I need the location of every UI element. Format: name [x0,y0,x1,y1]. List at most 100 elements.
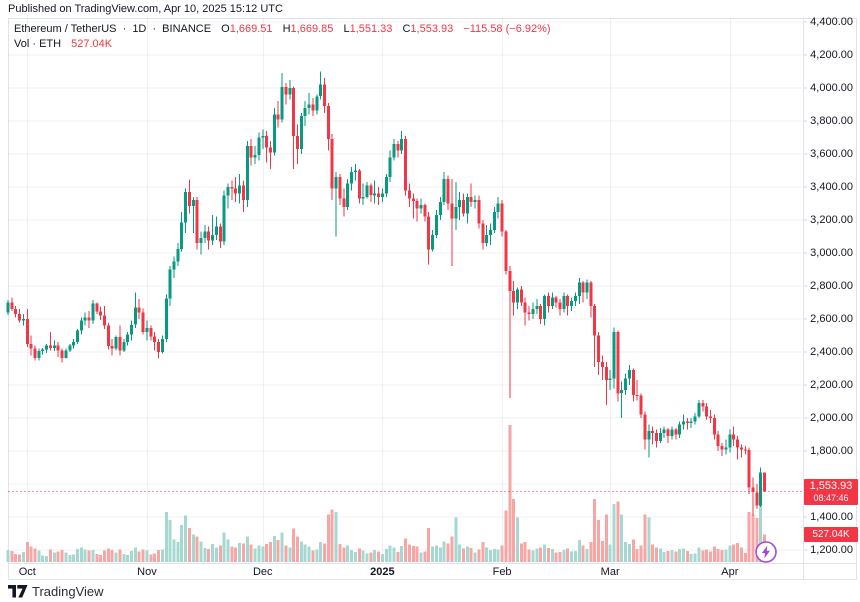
volume-bar [458,544,462,562]
volume-bar [527,549,531,562]
volume-bar [431,546,435,562]
candle-body [338,177,342,199]
volume-bar [539,547,543,562]
open-label: O [221,23,230,35]
volume-bar [106,548,110,562]
candle-body [245,145,249,201]
change-value: −115.58 (−6.92%) [463,23,551,35]
price-tick-label: 2,400.00 [810,346,853,358]
price-axis[interactable]: 4,400.00 4,200.00 4,000.00 3,800.00 3,600.00… [804,16,857,563]
volume-bar [612,504,616,562]
volume-bar [647,517,651,562]
candle-body [307,104,311,108]
volume-bar [465,546,469,562]
candle-body [543,295,546,319]
volume-bar [496,549,500,562]
candle-body [396,144,400,151]
volume-bar [60,549,64,562]
volume-bar [759,488,763,562]
time-tick-label: 2025 [370,566,395,578]
volume-bar [462,548,465,562]
volume-bar [357,548,361,562]
volume-bar [6,549,10,562]
candle-body [685,421,689,423]
volume-bar [72,554,76,562]
price-tick-label: 1,800.00 [810,445,853,457]
volume-bar [56,551,60,562]
candle-body [29,343,33,349]
close-label: C [402,23,411,35]
candle-body [492,211,496,230]
volume-bar [435,545,438,562]
volume-bar [743,553,747,562]
tradingview-attribution[interactable]: TradingView [8,583,104,599]
price-tick-label: 3,200.00 [810,214,853,226]
candle-body [539,305,543,319]
price-tick-label: 1,400.00 [810,511,853,523]
candle-body [570,300,574,306]
candle-body [423,205,427,217]
candle-body [562,295,566,310]
volume-bar [531,550,535,562]
candle-body [446,178,450,204]
candle-body [149,328,153,337]
volume-bar [392,547,396,562]
candle-body [546,295,550,306]
volume-bar [184,515,188,562]
time-axis[interactable]: Oct Nov Dec 2025 Feb Mar Apr [8,564,803,580]
candle-body [597,335,601,362]
volume-bar [423,551,427,562]
open-value: 1,669.51 [229,23,273,35]
candle-body [68,345,72,351]
bar-countdown: 08:47:46 [813,493,849,503]
candle-body [261,135,265,138]
volume-bar [353,552,357,562]
candle-body [25,319,29,344]
volume-bar [604,514,608,562]
volume-bar [292,528,296,562]
price-tick-label: 4,200.00 [810,49,853,61]
candle-body [249,145,253,158]
volume-bar [284,545,288,562]
price-tick-label: 2,800.00 [810,280,853,292]
candle-body [419,205,423,209]
candle-body [489,229,492,235]
candle-body [604,366,608,381]
volume-bar [751,514,755,562]
volume-bar [558,552,562,562]
candle-body [141,312,145,333]
volume-bar [427,527,431,562]
volume-bar [489,549,492,562]
candle-body [91,303,95,321]
volume-bar [600,540,604,562]
volume-bar [411,546,415,562]
candle-body [377,193,381,197]
candle-body [674,429,678,435]
volume-bar [377,551,381,562]
candle-body [14,309,18,314]
volume-bar [523,542,527,562]
candle-body [705,406,709,417]
candle-body [739,447,743,450]
candle-body [203,231,207,239]
volume-bar [720,549,724,562]
volume-bar [361,550,365,562]
volume-bar [670,549,674,562]
candle-body [76,330,79,343]
candle-body [481,223,485,244]
boost-button[interactable] [754,540,778,564]
candle-body [620,389,624,394]
candle-body [49,345,52,348]
volume-bar [299,541,303,562]
candle-body [427,216,431,250]
volume-bar [199,541,203,562]
volume-bar [326,514,330,562]
volume-bar [477,549,481,562]
volume-bar [396,552,400,562]
volume-bar [242,543,245,562]
price-tick-label: 3,800.00 [810,115,853,127]
volume-bar [272,536,276,562]
high-label: H [282,23,291,35]
volume-bar [149,554,153,562]
